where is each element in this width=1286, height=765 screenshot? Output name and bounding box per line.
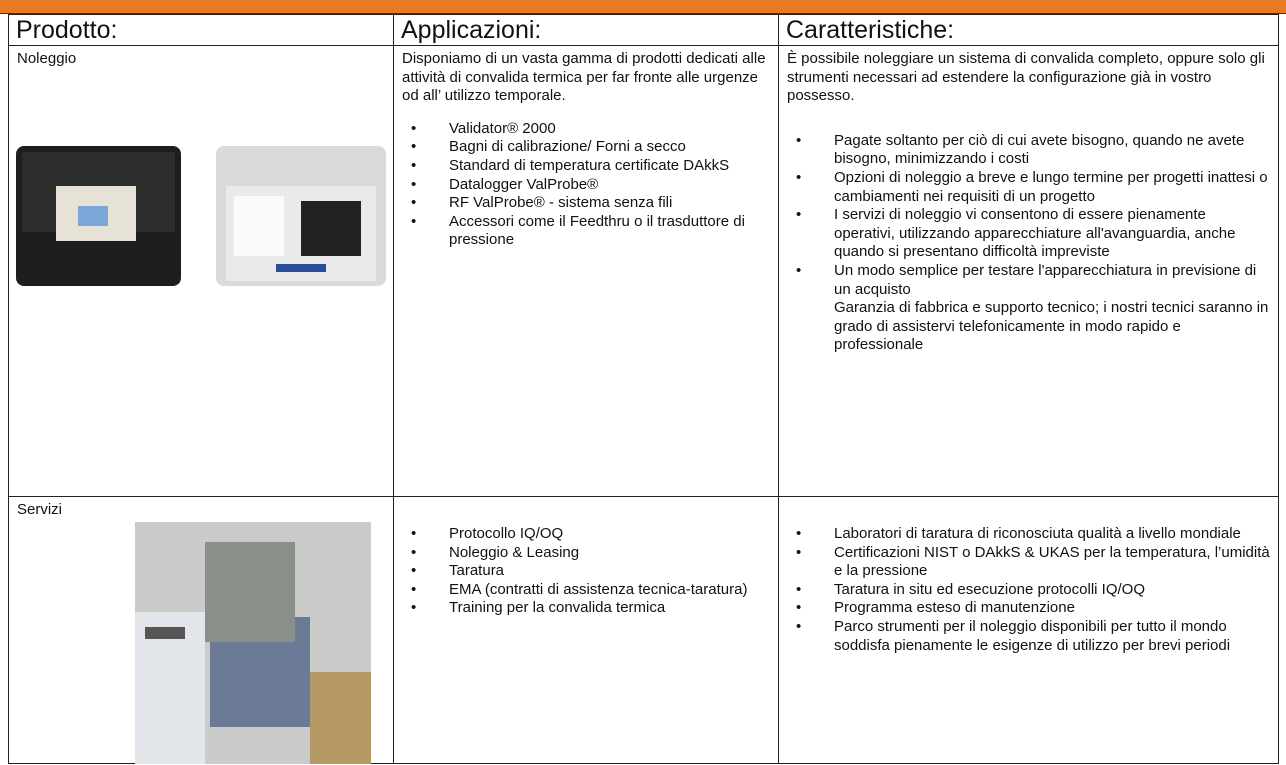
product-cell: Noleggio <box>8 45 394 497</box>
bullet-item: Protocollo IQ/OQ <box>411 525 770 544</box>
bullet-item: Programma esteso di manutenzione <box>796 599 1270 618</box>
product-cell: Servizi <box>8 496 394 764</box>
features-cell: Laboratori di taratura di riconosciuta q… <box>778 496 1279 764</box>
top-bar <box>0 0 1286 14</box>
bullet-item: Taratura <box>411 562 770 581</box>
bullet-item: Taratura in situ ed esecuzione protocoll… <box>796 581 1270 600</box>
bullet-list: Protocollo IQ/OQNoleggio & LeasingTaratu… <box>402 525 770 618</box>
services-image <box>135 522 371 764</box>
bullet-item: Opzioni di noleggio a breve e lungo term… <box>796 169 1270 206</box>
bullet-list: Validator® 2000Bagni di calibrazione/ Fo… <box>402 120 770 250</box>
bullet-item: Pagate soltanto per ciò di cui avete bis… <box>796 132 1270 169</box>
bullet-item: Training per la convalida termica <box>411 599 770 618</box>
bullet-list: Pagate soltanto per ciò di cui avete bis… <box>787 132 1270 299</box>
bullet-item: Laboratori di taratura di riconosciuta q… <box>796 525 1270 544</box>
intro: È possibile noleggiare un sistema di con… <box>787 50 1265 105</box>
header-cell: Prodotto: <box>8 14 394 46</box>
bullet-item: Validator® 2000 <box>411 120 770 139</box>
bullet-item: EMA (contratti di assistenza tecnica-tar… <box>411 581 770 600</box>
bullet-list: Laboratori di taratura di riconosciuta q… <box>787 525 1270 655</box>
bullet-item: Accessori come il Feedthru o il trasdutt… <box>411 213 770 250</box>
product-table: Prodotto: Applicazioni: Caratteristiche:… <box>8 14 1279 764</box>
applications-cell: Disponiamo di un vasta gamma di prodotti… <box>393 45 779 497</box>
rental-images <box>16 146 386 286</box>
header-cell: Applicazioni: <box>393 14 779 46</box>
product-name: Noleggio <box>17 50 77 67</box>
row: Noleggio Disponiamo di un vasta gamma di… <box>8 45 1279 497</box>
bullet-item: Noleggio & Leasing <box>411 544 770 563</box>
row: Servizi Protocollo IQ/OQNoleggio & Leasi… <box>8 496 1279 764</box>
bullet-item: Datalogger ValProbe® <box>411 176 770 195</box>
bullet-item: Parco strumenti per il noleggio disponib… <box>796 618 1270 655</box>
intro: Disponiamo di un vasta gamma di prodotti… <box>402 50 766 105</box>
bullet-item: Bagni di calibrazione/ Forni a secco <box>411 138 770 157</box>
product-name: Servizi <box>17 501 63 518</box>
bullet-item: Certificazioni NIST o DAkkS & UKAS per l… <box>796 544 1270 581</box>
header-cell: Caratteristiche: <box>778 14 1279 46</box>
features-cell: È possibile noleggiare un sistema di con… <box>778 45 1279 497</box>
bullet-item: Un modo semplice per testare l'apparecch… <box>796 262 1270 299</box>
applications-cell: Protocollo IQ/OQNoleggio & LeasingTaratu… <box>393 496 779 764</box>
note: Garanzia di fabbrica e supporto tecnico;… <box>834 299 1269 354</box>
bullet-item: I servizi di noleggio vi consentono di e… <box>796 206 1270 262</box>
bullet-item: RF ValProbe® - sistema senza fili <box>411 194 770 213</box>
bullet-item: Standard di temperatura certificate DAkk… <box>411 157 770 176</box>
header-row: Prodotto: Applicazioni: Caratteristiche: <box>8 14 1279 46</box>
